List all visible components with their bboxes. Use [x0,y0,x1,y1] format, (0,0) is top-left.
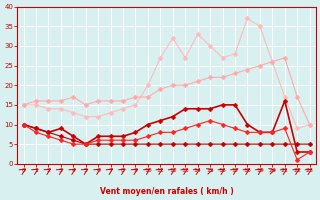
X-axis label: Vent moyen/en rafales ( km/h ): Vent moyen/en rafales ( km/h ) [100,187,234,196]
